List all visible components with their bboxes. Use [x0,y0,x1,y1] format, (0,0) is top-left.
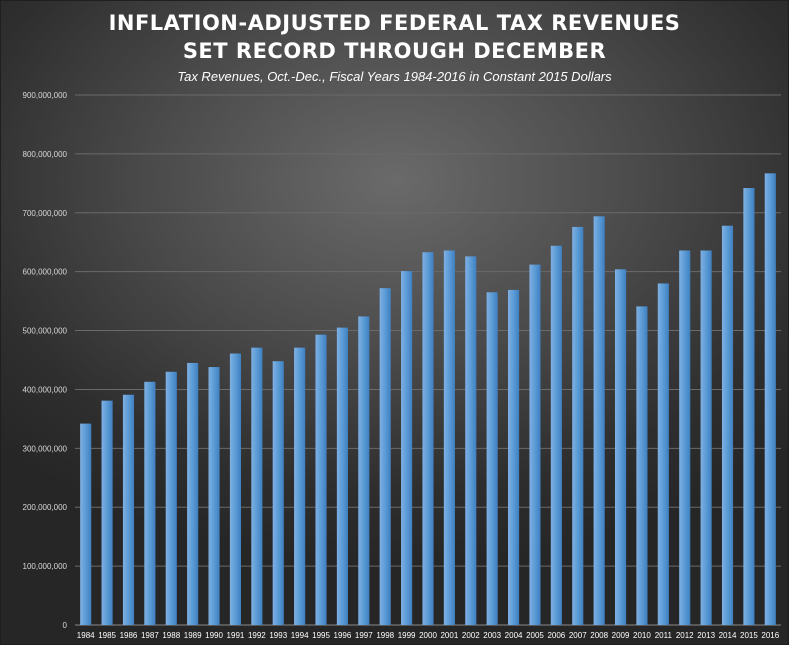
y-tick-label: 200,000,000 [23,503,68,512]
x-tick-label: 1993 [269,631,287,640]
bar-1999 [401,271,413,625]
bar-2003 [486,292,498,625]
bar-2004 [508,289,520,625]
y-tick-label: 300,000,000 [23,444,68,453]
y-tick-label: 900,000,000 [23,91,68,100]
chart-subtitle: Tax Revenues, Oct.-Dec., Fiscal Years 19… [177,69,612,84]
x-tick-label: 2002 [462,631,480,640]
bar-2008 [593,216,605,626]
x-tick-label: 2010 [633,631,651,640]
x-tick-label: 2000 [419,631,437,640]
chart-title-line-1: INFLATION-ADJUSTED FEDERAL TAX REVENUES [108,11,681,35]
x-tick-label: 2004 [505,631,523,640]
x-tick-label: 2005 [526,631,544,640]
x-tick-label: 1985 [98,631,116,640]
bar-1985 [101,400,113,625]
bar-2006 [550,245,562,625]
bar-1993 [272,361,284,625]
bar-2011 [657,283,669,625]
bar-1991 [229,353,242,625]
x-tick-label: 2011 [655,631,673,640]
y-tick-label: 700,000,000 [23,209,68,218]
bar-1990 [208,367,220,625]
x-tick-label: 2007 [569,631,587,640]
x-tick-label: 2013 [697,631,715,640]
y-tick-label: 600,000,000 [23,268,68,277]
bar-1998 [379,288,391,625]
x-tick-label: 1988 [162,631,180,640]
bar-1996 [336,327,348,625]
bar-1992 [251,347,263,625]
x-tick-label: 2016 [761,631,779,640]
x-tick-label: 2012 [676,631,694,640]
bar-1984 [80,423,92,625]
bar-1986 [122,394,135,625]
x-tick-label: 2008 [590,631,608,640]
chart-title-line-2: SET RECORD THROUGH DECEMBER [182,39,607,63]
bar-1987 [144,381,156,625]
x-tick-label: 1992 [248,631,266,640]
x-tick-label: 2003 [483,631,501,640]
x-tick-labels: 1984 1985 1986 1987 1988 1989 1990 1991 1992 1993… [77,631,780,640]
bar-2012 [679,250,691,625]
x-tick-label: 1995 [312,631,330,640]
bar-2007 [572,226,584,625]
x-tick-label: 1996 [334,631,352,640]
x-tick-label: 1986 [120,631,138,640]
bar-2000 [422,252,434,625]
bar-1997 [358,316,370,625]
bar-1989 [187,362,199,625]
x-tick-label: 1989 [184,631,202,640]
bar-2015 [743,188,755,626]
bar-2002 [465,256,477,625]
x-tick-label: 1999 [398,631,416,640]
bar-1994 [294,347,306,625]
x-tick-label: 1990 [205,631,223,640]
bar-2014 [721,225,734,625]
y-tick-label: 100,000,000 [23,562,68,571]
bars [80,173,776,626]
x-tick-label: 1991 [227,631,245,640]
x-tick-label: 1997 [355,631,373,640]
bar-1995 [315,334,327,625]
x-tick-label: 2009 [612,631,630,640]
y-tick-label: 500,000,000 [23,327,68,336]
x-tick-label: 2001 [440,631,458,640]
x-tick-label: 1984 [77,631,95,640]
x-tick-label: 2014 [719,631,737,640]
y-tick-label: 800,000,000 [23,150,68,159]
bar-2010 [636,306,648,625]
bar-2013 [700,250,712,625]
bar-2009 [614,269,627,625]
bar-1988 [165,371,177,625]
y-tick-labels: 0 100,000,000 200,000,000 300,000,000 400,00… [23,91,68,630]
x-tick-label: 1998 [376,631,394,640]
x-tick-label: 1987 [141,631,159,640]
y-tick-label: 400,000,000 [23,385,68,394]
bar-2005 [529,264,541,625]
x-tick-label: 2006 [547,631,565,640]
x-tick-label: 2015 [740,631,758,640]
y-tick-label: 0 [63,621,68,630]
bar-2001 [443,250,455,625]
bar-2016 [764,173,776,626]
x-tick-label: 1994 [291,631,309,640]
